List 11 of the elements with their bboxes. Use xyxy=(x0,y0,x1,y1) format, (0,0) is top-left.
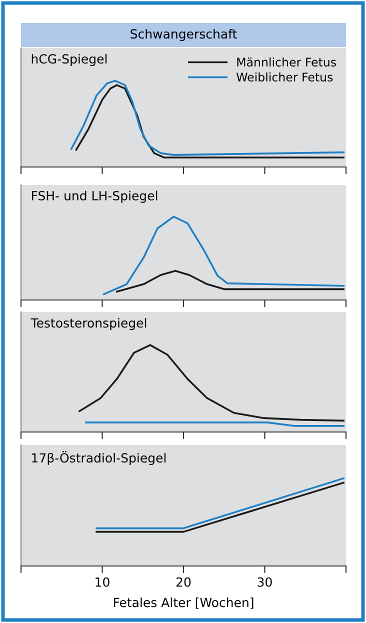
x-tick-label: 30 xyxy=(258,577,272,587)
chart-title: hCG-Spiegel xyxy=(32,54,107,66)
text: Schwangerschaft xyxy=(130,28,237,42)
x-tick-label: 20 xyxy=(176,577,191,587)
legend-label: Männlicher Fetus xyxy=(237,57,336,67)
legend-label: Weiblicher Fetus xyxy=(236,72,333,82)
x-tick-label: 10 xyxy=(96,577,110,587)
x-axis-title: Fetales Alter [Wochen] xyxy=(114,598,254,609)
chart-title: 17β-Östradiol-Spiegel xyxy=(32,451,166,466)
chart-title: Testosteronspiegel xyxy=(30,318,146,330)
chart-title: FSH- und LH-Spiegel xyxy=(32,190,158,203)
